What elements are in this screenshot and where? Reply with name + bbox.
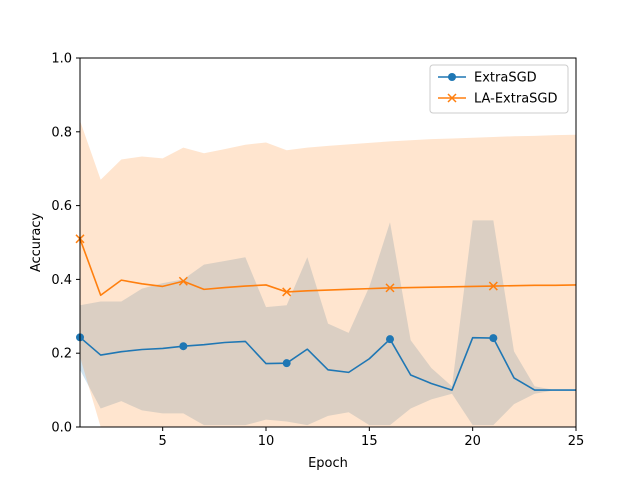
x-axis-ticks: 5 10 15 20 25 (159, 427, 585, 449)
data-point-1 (178, 276, 188, 286)
y-tick-label: 1.0 (51, 52, 72, 67)
data-point-1 (488, 281, 498, 291)
plot-frame (79, 57, 577, 428)
x-tick-label: 5 (159, 434, 167, 449)
x-tick-label: 25 (568, 434, 585, 449)
y-tick-label: 0.8 (51, 125, 72, 140)
x-axis-label: Epoch (308, 456, 348, 471)
y-tick-label: 0.6 (51, 199, 72, 214)
legend: ExtraSGD LA-ExtraSGD (429, 64, 569, 114)
data-point-1 (385, 283, 395, 293)
x-tick-label: 15 (361, 434, 378, 449)
series-markers (75, 234, 498, 368)
x-tick-label: 20 (464, 434, 481, 449)
legend-label-1: LA-ExtraSGD (474, 92, 558, 107)
data-point-0 (386, 335, 394, 344)
band-1 (80, 120, 576, 427)
data-point-1 (282, 287, 292, 297)
y-tick-label: 0.2 (51, 347, 72, 362)
legend-marker-0 (448, 73, 456, 81)
y-tick-label: 0.4 (51, 273, 72, 288)
x-tick-label: 10 (258, 434, 275, 449)
y-axis-ticks: 0.0 0.2 0.4 0.6 0.8 1.0 (51, 52, 80, 436)
y-axis-label: Accuracy (29, 213, 44, 273)
data-point-0 (282, 359, 291, 368)
data-point-0 (179, 342, 188, 351)
y-tick-label: 0.0 (51, 421, 72, 436)
confidence-bands (80, 120, 576, 427)
band-0 (80, 220, 576, 426)
legend-marker-1 (447, 93, 457, 103)
legend-label-0: ExtraSGD (474, 71, 537, 86)
data-point-0 (489, 334, 498, 343)
